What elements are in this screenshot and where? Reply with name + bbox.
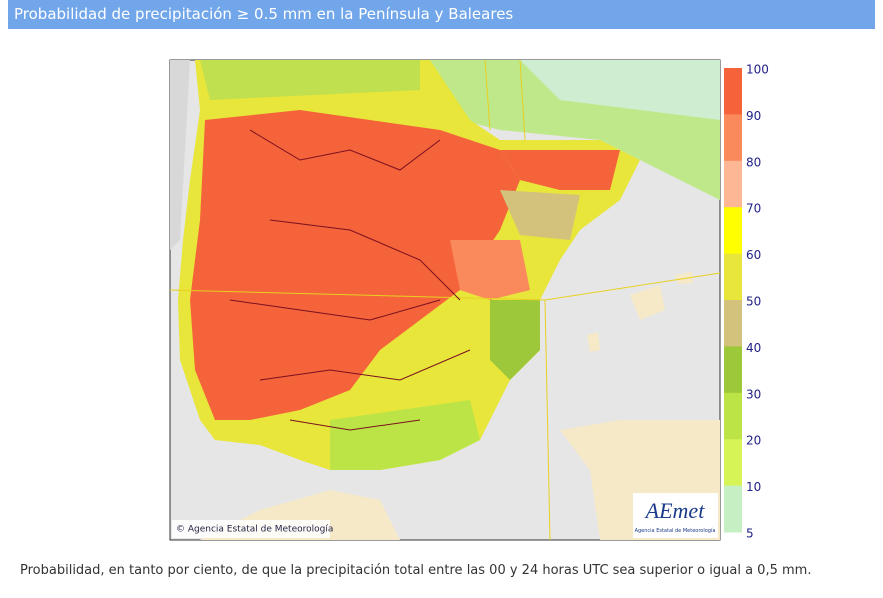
- logo-box: [633, 493, 718, 538]
- legend-swatch: [724, 207, 742, 255]
- legend-label: 80: [746, 155, 761, 169]
- caption: Probabilidad, en tanto por ciento, de qu…: [20, 563, 812, 578]
- legend-label: 60: [746, 248, 761, 262]
- map-figure: © Agencia Estatal de Meteorología AEmet …: [169, 59, 769, 541]
- legend-swatch: [724, 300, 742, 347]
- mallorca: [630, 285, 665, 320]
- high-prob-east: [450, 240, 530, 300]
- legend-swatch: [724, 68, 742, 115]
- legend-label: 20: [746, 434, 761, 448]
- legend-label: 10: [746, 480, 761, 494]
- legend: 100 90 80 70 60 50 40 30 20 10 5: [724, 63, 769, 541]
- legend-swatch: [724, 346, 742, 394]
- province-borders: [229, 129, 471, 431]
- legend-label: 5: [746, 527, 754, 541]
- copyright-box: [172, 520, 330, 538]
- legend-swatch: [724, 114, 742, 162]
- low-prob-valencia: [490, 300, 540, 380]
- low-prob-south: [330, 400, 480, 470]
- map: [169, 59, 721, 541]
- biscay: [200, 60, 420, 100]
- legend-swatch: [724, 485, 742, 533]
- legend-label: 50: [746, 295, 761, 309]
- logo: AEmet: [644, 498, 706, 523]
- legend-label: 40: [746, 341, 761, 355]
- copyright: © Agencia Estatal de Meteorología: [176, 525, 333, 535]
- mid-prob-aragon: [500, 190, 580, 240]
- legend-swatch: [724, 160, 742, 208]
- sea: [170, 60, 190, 250]
- ibiza: [587, 332, 600, 352]
- high-prob-west: [190, 110, 520, 420]
- legend-label: 100: [746, 63, 769, 77]
- legend-label: 90: [746, 109, 761, 123]
- legend-swatch: [724, 392, 742, 440]
- header-title: Probabilidad de precipitación ≥ 0.5 mm e…: [8, 0, 875, 29]
- legend-label: 70: [746, 202, 761, 216]
- france-north: [520, 60, 720, 120]
- graticule: [169, 59, 721, 541]
- logo-subtitle: Agencia Estatal de Meteorología: [635, 527, 716, 534]
- legend-label: 30: [746, 387, 761, 401]
- high-prob-ebro: [500, 150, 620, 190]
- menorca: [675, 272, 693, 284]
- legend-swatch: [724, 253, 742, 301]
- legend-swatch: [724, 439, 742, 487]
